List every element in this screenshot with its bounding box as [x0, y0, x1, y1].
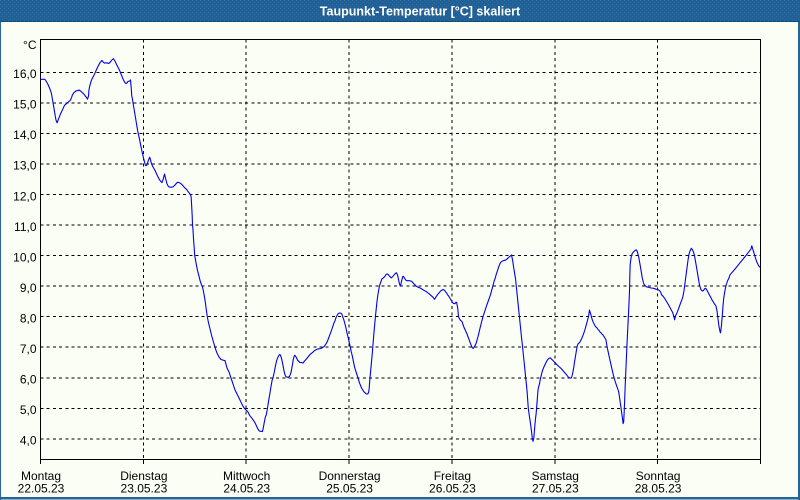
svg-text:15,0: 15,0: [13, 98, 37, 112]
svg-text:11,0: 11,0: [14, 220, 37, 234]
svg-text:28.05.23: 28.05.23: [635, 482, 682, 496]
svg-text:Dienstag: Dienstag: [120, 469, 167, 483]
svg-text:16,0: 16,0: [13, 67, 37, 81]
svg-text:23.05.23: 23.05.23: [121, 482, 168, 496]
svg-text:7,0: 7,0: [20, 342, 37, 356]
svg-text:Sonntag: Sonntag: [636, 469, 681, 483]
svg-text:Taupunkt-Temperatur [°C] skali: Taupunkt-Temperatur [°C] skaliert: [320, 5, 521, 19]
svg-text:27.05.23: 27.05.23: [532, 482, 579, 496]
svg-text:9,0: 9,0: [20, 281, 37, 295]
svg-text:25.05.23: 25.05.23: [326, 482, 373, 496]
svg-text:Montag: Montag: [21, 469, 61, 483]
svg-text:°C: °C: [23, 38, 37, 52]
svg-text:14,0: 14,0: [13, 128, 37, 142]
svg-text:10,0: 10,0: [13, 250, 37, 264]
svg-text:Mittwoch: Mittwoch: [223, 469, 270, 483]
svg-text:26.05.23: 26.05.23: [429, 482, 476, 496]
svg-text:13,0: 13,0: [13, 159, 37, 173]
svg-text:12,0: 12,0: [13, 189, 37, 203]
svg-text:Freitag: Freitag: [434, 469, 471, 483]
svg-text:Donnerstag: Donnerstag: [319, 469, 381, 483]
svg-text:5,0: 5,0: [20, 403, 37, 417]
svg-text:22.05.23: 22.05.23: [18, 482, 65, 496]
svg-text:24.05.23: 24.05.23: [223, 482, 270, 496]
svg-text:8,0: 8,0: [20, 312, 37, 326]
svg-text:6,0: 6,0: [20, 373, 37, 387]
svg-text:Samstag: Samstag: [532, 469, 579, 483]
svg-text:4,0: 4,0: [20, 434, 37, 448]
